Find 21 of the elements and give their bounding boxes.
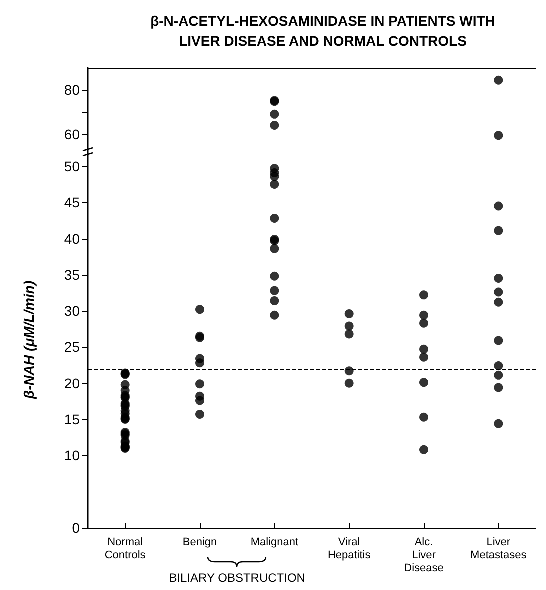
y-tick-label: 10	[64, 448, 80, 464]
x-tick-label: Alc. Liver Disease	[404, 536, 444, 574]
text: BILIARY OBSTRUCTION	[169, 571, 306, 585]
y-tick-label: 15	[64, 412, 80, 428]
x-tick-label: Normal Controls	[104, 536, 146, 562]
chart-title: β-N-ACETYL-HEXOSAMINIDASE IN PATIENTS WITH LIVER DISEASE AND NORMAL CONTROLS	[150, 13, 496, 49]
y-tick-label: 35	[64, 266, 80, 283]
x-tick-label: Viral Hepatitis	[328, 536, 372, 562]
y-tick-label: 30	[64, 303, 80, 320]
y-tick-label: 80	[64, 82, 80, 98]
y-tick-label: 40	[64, 230, 80, 247]
y-tick-label: 0	[72, 520, 80, 536]
x-tick-label: Malignant	[250, 536, 299, 548]
y-tick-label: 20	[64, 375, 80, 392]
y-tick-label: 50	[64, 158, 80, 174]
y-axis-title: β-NAH (μM/L/min)	[21, 280, 37, 400]
y-tick-label: 60	[64, 126, 80, 142]
x-tick-label: Liver Metastases	[470, 536, 528, 562]
y-tick-label: 25	[64, 339, 80, 356]
y-tick-label: 45	[64, 194, 80, 211]
x-tick-label: Benign	[182, 536, 218, 548]
